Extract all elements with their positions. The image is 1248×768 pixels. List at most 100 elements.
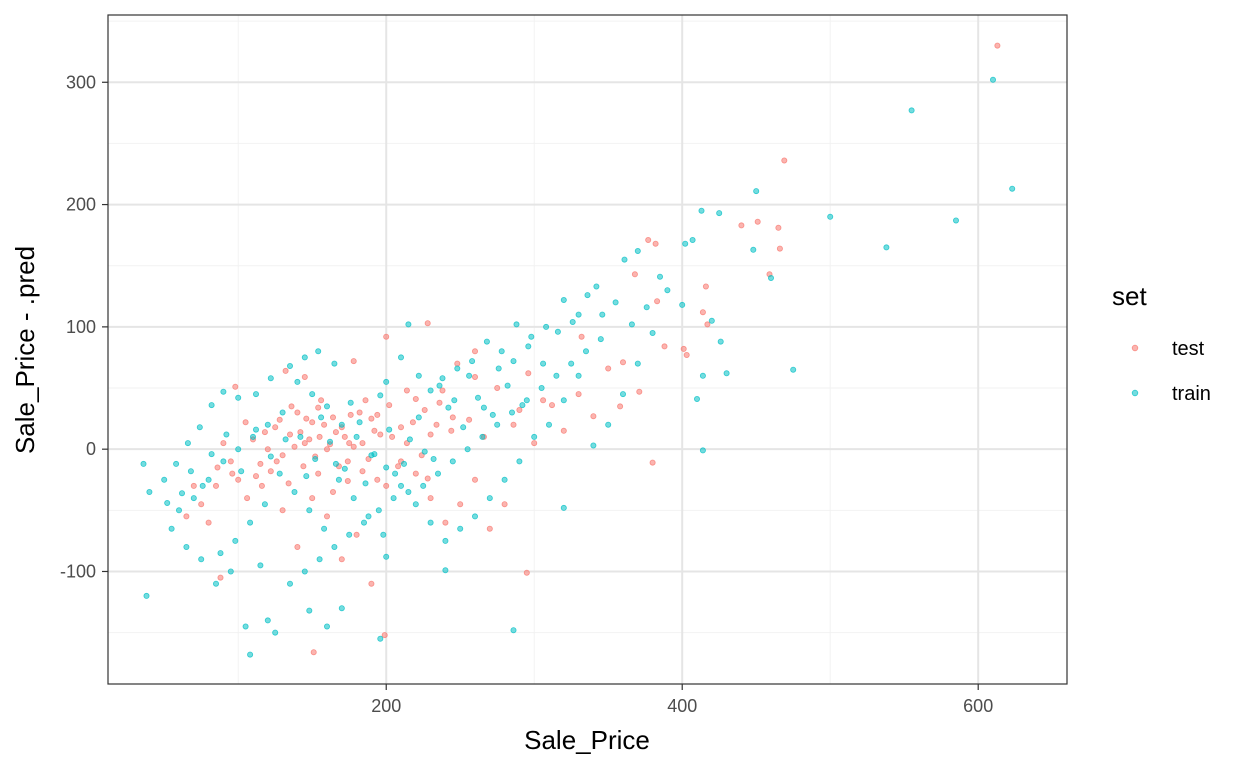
data-point-train xyxy=(480,404,487,411)
data-point-test xyxy=(315,470,322,477)
data-point-train xyxy=(421,448,428,455)
data-point-train xyxy=(217,550,224,557)
data-point-train xyxy=(371,451,378,458)
data-point-test xyxy=(316,433,323,440)
data-point-train xyxy=(187,468,194,475)
grid-minor xyxy=(108,15,1067,684)
data-point-train xyxy=(390,495,397,502)
data-point-test xyxy=(383,482,390,489)
data-point-train xyxy=(990,76,997,83)
data-point-test xyxy=(386,402,393,409)
data-point-train xyxy=(575,311,582,318)
data-point-test xyxy=(525,370,532,377)
data-point-test xyxy=(294,409,301,416)
data-point-train xyxy=(184,440,191,447)
data-point-test xyxy=(310,649,317,656)
data-point-train xyxy=(679,301,686,308)
data-point-train xyxy=(321,525,328,532)
data-point-train xyxy=(168,525,175,532)
data-point-train xyxy=(312,455,319,462)
data-point-train xyxy=(247,651,254,658)
data-point-test xyxy=(754,218,761,225)
data-point-train xyxy=(698,207,705,214)
data-point-train xyxy=(620,391,627,398)
data-point-test xyxy=(362,397,369,404)
data-point-train xyxy=(442,567,449,574)
data-point-test xyxy=(347,411,354,418)
data-point-train xyxy=(883,244,890,251)
data-point-train xyxy=(560,504,567,511)
legend-key-test xyxy=(1131,344,1139,352)
data-point-train xyxy=(634,247,641,254)
data-point-test xyxy=(738,222,745,229)
data-point-test xyxy=(442,519,449,526)
data-point-train xyxy=(267,453,274,460)
data-point-train xyxy=(605,421,612,428)
data-point-test xyxy=(273,458,280,465)
data-point-train xyxy=(501,476,508,483)
x-axis-title: Sale_Price xyxy=(524,725,650,755)
data-point-test xyxy=(501,501,508,508)
data-point-train xyxy=(439,375,446,382)
data-point-test xyxy=(346,440,353,447)
data-point-test xyxy=(652,240,659,247)
data-point-train xyxy=(597,336,604,343)
data-point-test xyxy=(661,343,668,350)
data-point-test xyxy=(994,42,1001,49)
data-point-train xyxy=(220,388,227,395)
data-point-test xyxy=(227,458,234,465)
data-point-train xyxy=(326,438,333,445)
data-point-train xyxy=(628,321,635,328)
data-point-train xyxy=(553,372,560,379)
data-point-test xyxy=(205,519,212,526)
data-point-test xyxy=(424,320,431,327)
data-point-test xyxy=(699,309,706,316)
data-point-train xyxy=(469,358,476,365)
data-point-train xyxy=(664,287,671,294)
data-point-train xyxy=(303,473,310,480)
data-point-test xyxy=(775,224,782,231)
data-point-test xyxy=(267,468,274,475)
data-point-train xyxy=(513,321,520,328)
data-point-train xyxy=(528,333,535,340)
data-point-test xyxy=(549,402,556,409)
x-axis: 200 400 600 xyxy=(371,684,993,716)
data-point-train xyxy=(699,372,706,379)
data-point-train xyxy=(415,372,422,379)
data-point-train xyxy=(331,544,338,551)
data-point-test xyxy=(620,359,627,366)
data-point-train xyxy=(494,421,501,428)
data-point-train xyxy=(908,107,915,114)
data-point-train xyxy=(346,531,353,538)
data-point-test xyxy=(359,468,366,475)
data-point-train xyxy=(338,421,345,428)
data-point-train xyxy=(768,274,775,281)
data-point-test xyxy=(294,544,301,551)
y-tick-label: 0 xyxy=(86,439,96,459)
data-point-train xyxy=(584,292,591,299)
data-point-train xyxy=(593,283,600,290)
data-point-test xyxy=(217,574,224,581)
data-point-test xyxy=(220,440,227,447)
data-point-train xyxy=(341,465,348,472)
data-point-train xyxy=(415,414,422,421)
data-point-train xyxy=(442,537,449,544)
data-point-test xyxy=(516,406,523,413)
data-point-train xyxy=(612,299,619,306)
data-point-train xyxy=(294,378,301,385)
data-point-test xyxy=(471,476,478,483)
data-point-test xyxy=(242,419,249,426)
data-points xyxy=(140,42,1016,658)
data-point-train xyxy=(173,460,180,467)
data-point-test xyxy=(421,406,428,413)
data-point-test xyxy=(377,431,384,438)
data-point-test xyxy=(781,157,788,164)
data-point-test xyxy=(282,367,289,374)
data-point-test xyxy=(374,476,381,483)
data-point-train xyxy=(353,433,360,440)
data-point-train xyxy=(590,442,597,449)
data-point-train xyxy=(457,525,464,532)
data-point-train xyxy=(198,556,205,563)
data-point-train xyxy=(430,455,437,462)
data-point-test xyxy=(494,384,501,391)
